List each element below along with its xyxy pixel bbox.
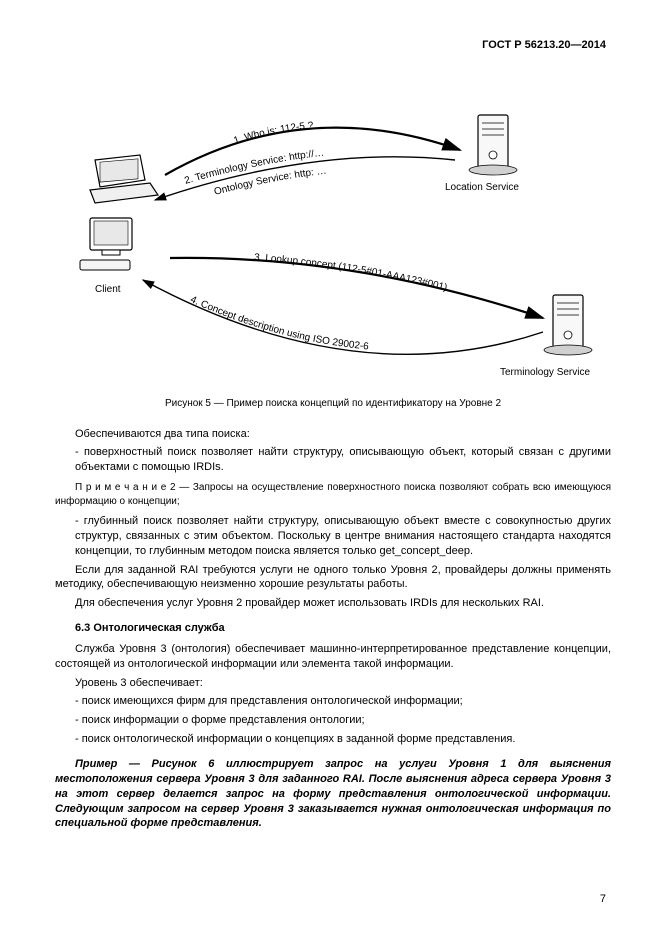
client-laptop-icon <box>90 155 158 203</box>
figure-caption: Рисунок 5 — Пример поиска концепций по и… <box>55 397 611 411</box>
arc-3-label: 3. Lookup concept (112-5#01-AAA123#001) <box>254 252 449 294</box>
client-label: Client <box>95 284 121 295</box>
diagram-svg: Client Location Service Terminology <box>55 80 611 385</box>
list-item: - поиск имеющихся фирм для представления… <box>55 694 611 709</box>
document-page: ГОСТ Р 56213.20—2014 <box>0 0 661 935</box>
paragraph: Обеспечиваются два типа поиска: <box>55 427 611 442</box>
location-server-icon <box>469 115 517 175</box>
client-desktop-icon <box>80 218 132 270</box>
paragraph: Уровень 3 обеспечивает: <box>55 676 611 691</box>
arc-4-label: 4. Concept description using ISO 29002-6 <box>189 294 370 352</box>
list-item: - поиск онтологической информации о конц… <box>55 732 611 747</box>
terminology-service-label: Terminology Service <box>500 367 590 378</box>
paragraph: Для обеспечения услуг Уровня 2 провайдер… <box>55 596 611 611</box>
paragraph: Служба Уровня 3 (онтология) обеспечивает… <box>55 642 611 672</box>
terminology-server-icon <box>544 295 592 355</box>
note: П р и м е ч а н и е 2 — Запросы на осуще… <box>55 481 611 508</box>
arc-1-label: 1. Who is: 112-5 ? <box>232 120 314 146</box>
figure-5-diagram: Client Location Service Terminology <box>55 80 611 385</box>
example-paragraph: Пример — Рисунок 6 иллюстрирует запрос н… <box>55 757 611 831</box>
list-item: - поверхностный поиск позволяет найти ст… <box>55 445 611 475</box>
list-item: - глубинный поиск позволяет найти структ… <box>55 514 611 559</box>
standard-code: ГОСТ Р 56213.20—2014 <box>482 38 606 53</box>
page-number: 7 <box>600 892 606 907</box>
section-title: 6.3 Онтологическая служба <box>55 621 611 636</box>
paragraph: Если для заданной RAI требуются услуги н… <box>55 563 611 593</box>
location-service-label: Location Service <box>445 182 519 193</box>
list-item: - поиск информации о форме представления… <box>55 713 611 728</box>
body-text: Обеспечиваются два типа поиска: - поверх… <box>55 427 611 832</box>
